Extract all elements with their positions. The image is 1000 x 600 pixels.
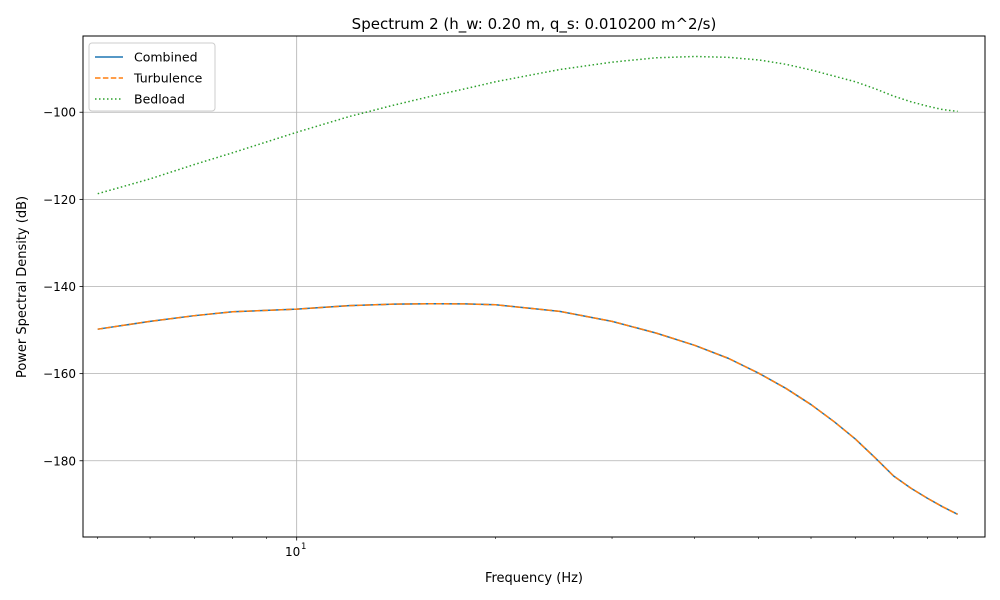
legend-label-combined: Combined	[134, 50, 198, 65]
series-line-bedload	[97, 55, 958, 195]
y-tick-label: −100	[43, 106, 76, 120]
legend: Combined Turbulence Bedload	[88, 42, 216, 112]
y-axis-ticks: −100 −120 −140 −160 −180	[43, 106, 83, 468]
series-line-turbulence	[97, 302, 958, 516]
y-tick-label: −140	[43, 280, 76, 294]
y-tick-label: −160	[43, 367, 76, 381]
y-axis-label: Power Spectral Density (dB)	[15, 196, 30, 378]
y-tick-label: −120	[43, 193, 76, 207]
x-axis-label: Frequency (Hz)	[485, 571, 583, 586]
legend-label-turbulence: Turbulence	[133, 71, 203, 86]
legend-box	[88, 42, 216, 112]
x-tick-label: 10	[285, 545, 300, 559]
chart-title: Spectrum 2 (h_w: 0.20 m, q_s: 0.010200 m…	[352, 15, 717, 34]
x-axis-ticks: 10 1	[97, 537, 958, 559]
legend-label-bedload: Bedload	[134, 92, 185, 107]
x-tick-label-exponent: 1	[301, 542, 306, 552]
series-lines	[97, 55, 958, 516]
grid-lines	[83, 36, 985, 537]
y-tick-label: −180	[43, 454, 76, 468]
